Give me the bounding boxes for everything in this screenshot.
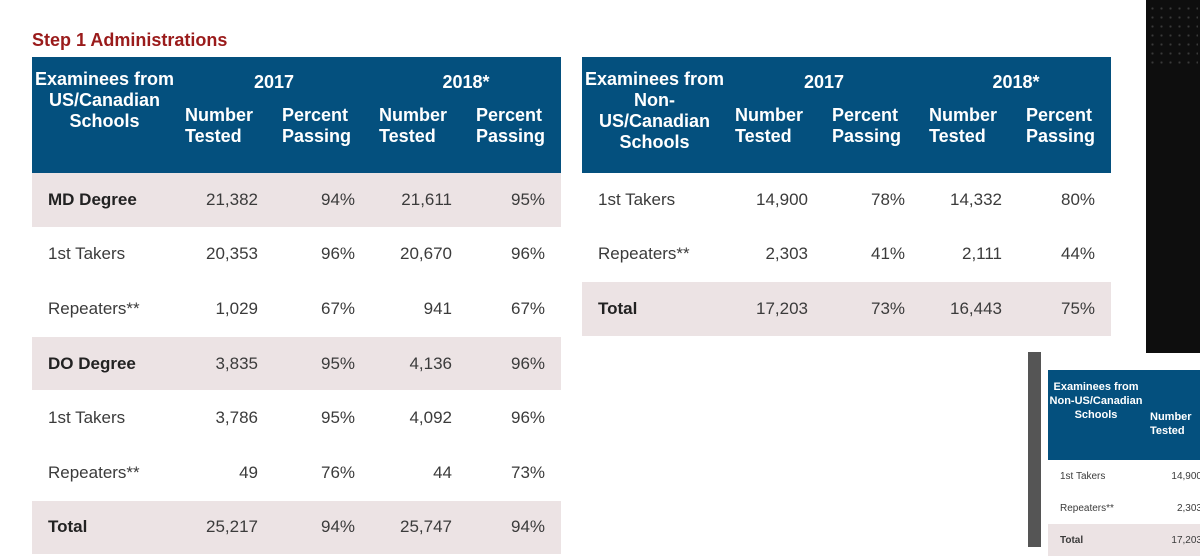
cell-p2018: 75% [1018,281,1112,337]
row-label: Total [1048,524,1144,556]
thumbnail-examinees-header: Examinees from Non-US/Canadian Schools [1048,370,1144,460]
non-us-canadian-results-table: Examinees from Non-US/Canadian Schools 2… [582,57,1112,337]
cell-n2018: 14,332 [921,173,1019,228]
number-tested-header: Number Tested [727,105,824,173]
cell-p2017: 73% [824,281,922,337]
cell-n2017: 3,786 [177,390,274,446]
row-label: Total [32,500,177,556]
number-tested-header: Number Tested [371,105,469,173]
cell-n2017: 14,900 [727,173,824,228]
row-label: MD Degree [32,173,177,228]
cell-n2018: 2,111 [921,227,1019,283]
cell-n2017: 21,382 [177,173,274,228]
cell-p2018: 94% [468,500,562,556]
cell-n2018: 44 [371,445,469,501]
cell-p2017: 95% [274,336,372,392]
percent-passing-header: Percent Passing [824,105,922,173]
number-tested-header: Number Tested [921,105,1019,173]
cell-n2018: 20,670 [371,227,469,283]
cell-p2018: 96% [468,390,562,446]
cell-p2018: 96% [468,336,562,392]
table-row: Repeaters** 2,303 [1048,492,1200,524]
table-row: 1st Takers 14,900 78% 14,332 80% [582,173,1112,228]
page-title: Step 1 Administrations [32,30,228,50]
row-label: Total [582,281,727,337]
us-canadian-results-table: Examinees from US/Canadian Schools 2017 … [32,57,562,556]
cell-p2018: 80% [1018,173,1112,228]
thumbnail-preview-table: Examinees from Non-US/Canadian Schools 2… [1048,370,1200,556]
row-label: Repeaters** [582,227,727,283]
cell-p2018: 73% [468,445,562,501]
row-label: Repeaters** [32,281,177,337]
year-2018-header: 2018* [921,57,1112,105]
table-row: Repeaters** 1,029 67% 941 67% [32,281,562,337]
year-2018-header: 2018* [371,57,562,105]
cell-p2017: 78% [824,173,922,228]
cell-n2017: 20,353 [177,227,274,283]
cell-p2017: 94% [274,173,372,228]
cell-n2017: 1,029 [177,281,274,337]
cell-n2018: 21,611 [371,173,469,228]
table-row: 1st Takers 3,786 95% 4,092 96% [32,390,562,446]
examinees-header: Examinees from Non-US/Canadian Schools [582,57,727,173]
table-row: Total 25,217 94% 25,747 94% [32,500,562,556]
number-tested-header: Number Tested [177,105,274,173]
cell-n2018: 25,747 [371,500,469,556]
cell-p2018: 44% [1018,227,1112,283]
dot-pattern [1148,4,1198,64]
cell-n2018: 4,136 [371,336,469,392]
cell-n2018: 4,092 [371,390,469,446]
cell-p2017: 95% [274,390,372,446]
cell-p2018: 67% [468,281,562,337]
examinees-header: Examinees from US/Canadian Schools [32,57,177,173]
cell-p2017: 41% [824,227,922,283]
dark-side-panel [1146,0,1200,353]
year-2017-header: 2017 [727,57,922,105]
percent-passing-header: Percent Passing [274,105,372,173]
table-row: 1st Takers 14,900 [1048,460,1200,492]
thumbnail-number-tested-header: Number Tested [1144,396,1200,460]
cell-p2017: 94% [274,500,372,556]
percent-passing-header: Percent Passing [1018,105,1112,173]
cell-n2018: 16,443 [921,281,1019,337]
cell-p2017: 96% [274,227,372,283]
thumbnail-year-header: 2 [1144,370,1200,396]
cell-n2017: 17,203 [727,281,824,337]
cell-n2017: 25,217 [177,500,274,556]
cell-n2017: 14,900 [1171,470,1200,482]
cell-n2017: 3,835 [177,336,274,392]
cell-n2017: 2,303 [727,227,824,283]
table-row: Total 17,203 73% 16,443 75% [582,281,1112,337]
table-row: MD Degree 21,382 94% 21,611 95% [32,173,562,228]
cell-n2018: 941 [371,281,469,337]
table-row: DO Degree 3,835 95% 4,136 96% [32,336,562,392]
cell-n2017: 2,303 [1176,502,1200,514]
row-label: Repeaters** [1060,502,1114,514]
cell-p2018: 96% [468,227,562,283]
row-label: 1st Takers [32,390,177,446]
table-row: Total 17,203 [1048,524,1200,556]
row-label: DO Degree [32,336,177,392]
table-row: Repeaters** 2,303 41% 2,111 44% [582,227,1112,283]
cell-p2018: 95% [468,173,562,228]
cell-p2017: 67% [274,281,372,337]
year-2017-header: 2017 [177,57,372,105]
thumbnail-frame-bar [1028,352,1041,547]
row-label: 1st Takers [1060,470,1106,482]
row-label: Repeaters** [32,445,177,501]
cell-n2017: 17,203 [1144,524,1200,556]
table-row: 1st Takers 20,353 96% 20,670 96% [32,227,562,283]
row-label: 1st Takers [582,173,727,228]
table-row: Repeaters** 49 76% 44 73% [32,445,562,501]
cell-p2017: 76% [274,445,372,501]
cell-n2017: 49 [177,445,274,501]
row-label: 1st Takers [32,227,177,283]
percent-passing-header: Percent Passing [468,105,562,173]
